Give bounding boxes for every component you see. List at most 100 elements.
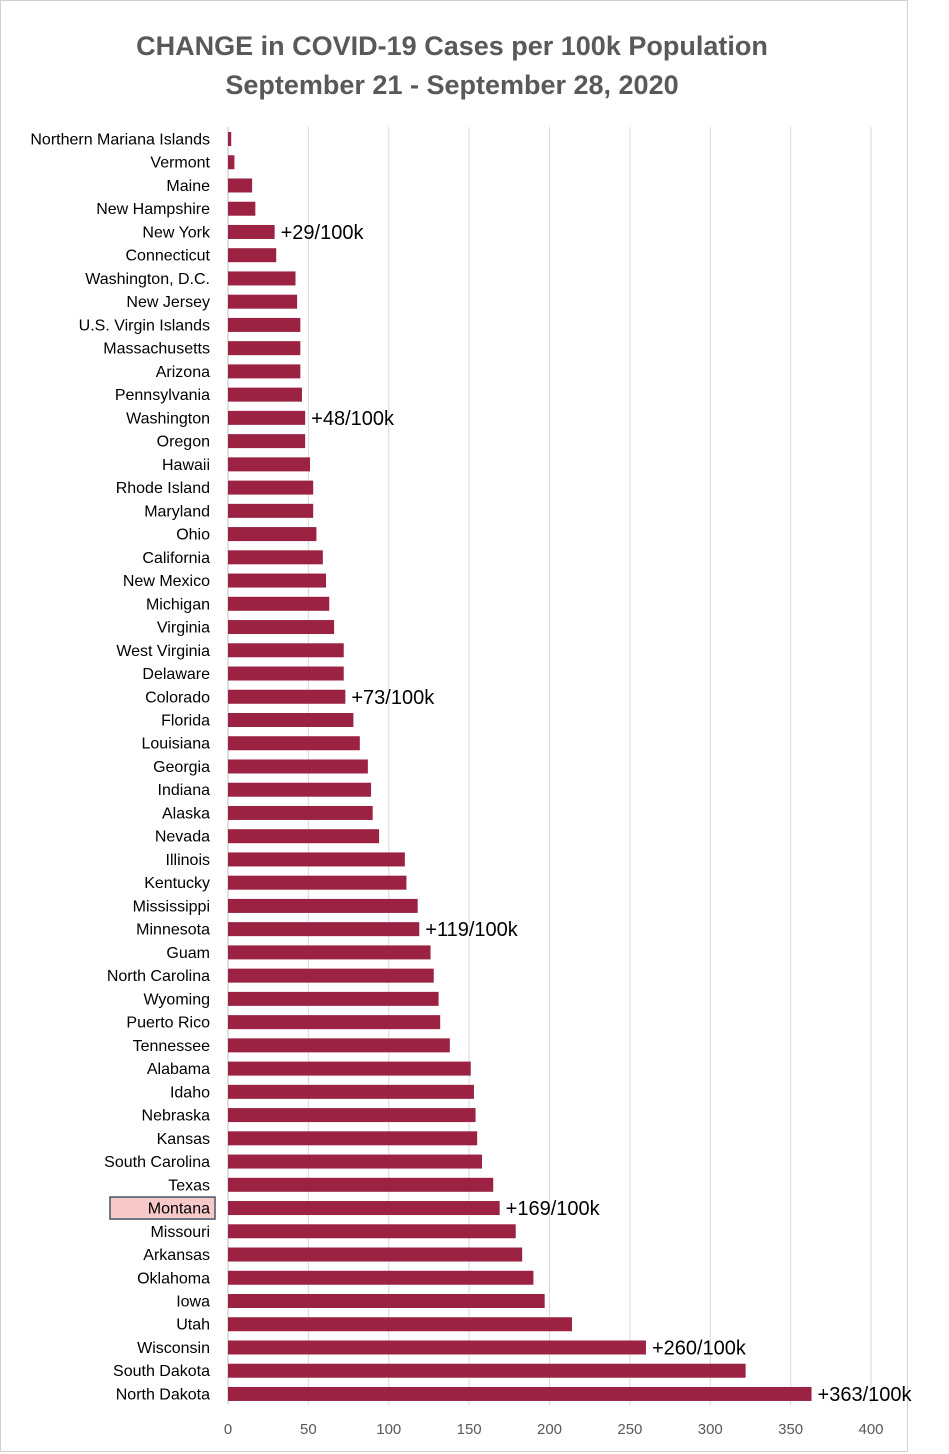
category-label: Hawaii [162,457,210,474]
bar [228,736,360,751]
bar [228,248,277,263]
category-label: Delaware [142,666,210,683]
category-label: New Mexico [123,573,210,590]
category-label: Florida [161,713,210,730]
category-label: Mississippi [133,898,210,915]
bar [228,922,420,937]
category-label: Oklahoma [137,1270,210,1287]
category-label: West Virginia [116,643,210,660]
category-label: U.S. Virgin Islands [79,317,210,334]
bar [228,1177,494,1192]
montana-highlight-box [109,1196,216,1220]
bar [228,852,405,867]
bar [228,1084,474,1099]
category-label: Indiana [158,782,211,799]
category-label: Minnesota [136,922,210,939]
bar [228,782,372,797]
category-label: South Carolina [104,1154,210,1171]
x-tick-label: 100 [376,1421,401,1438]
bar [228,271,296,286]
category-label: Maryland [144,503,210,520]
bars [228,132,812,1401]
bar [228,224,275,239]
bar-annotation: +73/100k [351,687,435,709]
bar [228,1038,450,1053]
bar-annotation: +260/100k [652,1337,747,1359]
category-label: Alabama [147,1061,210,1078]
bar [228,945,431,960]
bar [228,759,368,774]
category-label: Illinois [166,852,210,869]
category-label: New York [142,224,211,241]
category-label: Idaho [170,1084,210,1101]
bar [228,829,380,844]
x-tick-label: 400 [858,1421,883,1438]
category-label: New Jersey [126,294,210,311]
bar [228,898,418,913]
x-tick-label: 0 [224,1421,232,1438]
x-tick-label: 350 [778,1421,803,1438]
x-tick-label: 150 [457,1421,482,1438]
category-label: Nebraska [142,1108,211,1125]
bar [228,713,354,727]
category-label: Connecticut [126,248,211,265]
bar-annotation: +363/100k [818,1384,913,1406]
bar [228,294,298,309]
bar [228,1131,478,1146]
x-axis-ticks: 0 50 100 150 200 250 300 350 400 [224,1421,884,1438]
bar [228,434,306,449]
bar [228,503,314,518]
x-tick-label: 300 [698,1421,723,1438]
bar-annotation: +119/100k [425,919,518,941]
highlight-boxes [109,1196,216,1220]
category-label: Puerto Rico [126,1015,210,1032]
category-label: Alaska [162,805,210,822]
category-label: Washington [126,410,210,427]
category-label: Utah [176,1317,210,1334]
category-label: Ohio [176,527,210,544]
x-tick-label: 50 [300,1421,317,1438]
category-label: Missouri [150,1224,210,1241]
category-label: Wyoming [143,991,210,1008]
bar [228,643,344,658]
bar [228,1317,573,1332]
bar [228,480,314,495]
bar [228,201,256,216]
bar [228,991,439,1006]
chart-subtitle: September 21 - September 28, 2020 [225,70,678,100]
category-label: North Carolina [107,968,210,985]
category-label: Iowa [176,1294,210,1311]
category-label: Northern Mariana Islands [30,132,210,149]
category-label: Arkansas [143,1247,210,1264]
category-label: Montana [148,1201,210,1218]
x-tick-label: 250 [617,1421,642,1438]
bar [228,1363,746,1378]
category-label: California [142,550,210,567]
category-label: Tennessee [133,1038,210,1055]
category-label: New Hampshire [96,201,210,218]
category-label: Vermont [150,155,210,172]
bar [228,341,301,356]
category-label: Arizona [156,364,210,381]
bar [228,1061,471,1076]
category-label: Virginia [157,620,210,637]
category-label: Kentucky [144,875,210,892]
bar [228,1224,516,1239]
category-label: Maine [166,178,210,195]
bar [228,387,302,402]
bar [228,527,317,542]
category-label: Pennsylvania [115,387,210,404]
bar [228,1154,482,1169]
x-tick-label: 200 [537,1421,562,1438]
bar [228,1015,441,1030]
category-label: Guam [166,945,210,962]
bar [228,1201,500,1216]
bar-annotation: +169/100k [506,1198,601,1220]
bar [228,1270,534,1285]
bar [228,968,434,983]
bar [228,410,306,425]
bar [228,689,346,704]
bar [228,155,235,170]
category-label: Wisconsin [137,1340,210,1357]
